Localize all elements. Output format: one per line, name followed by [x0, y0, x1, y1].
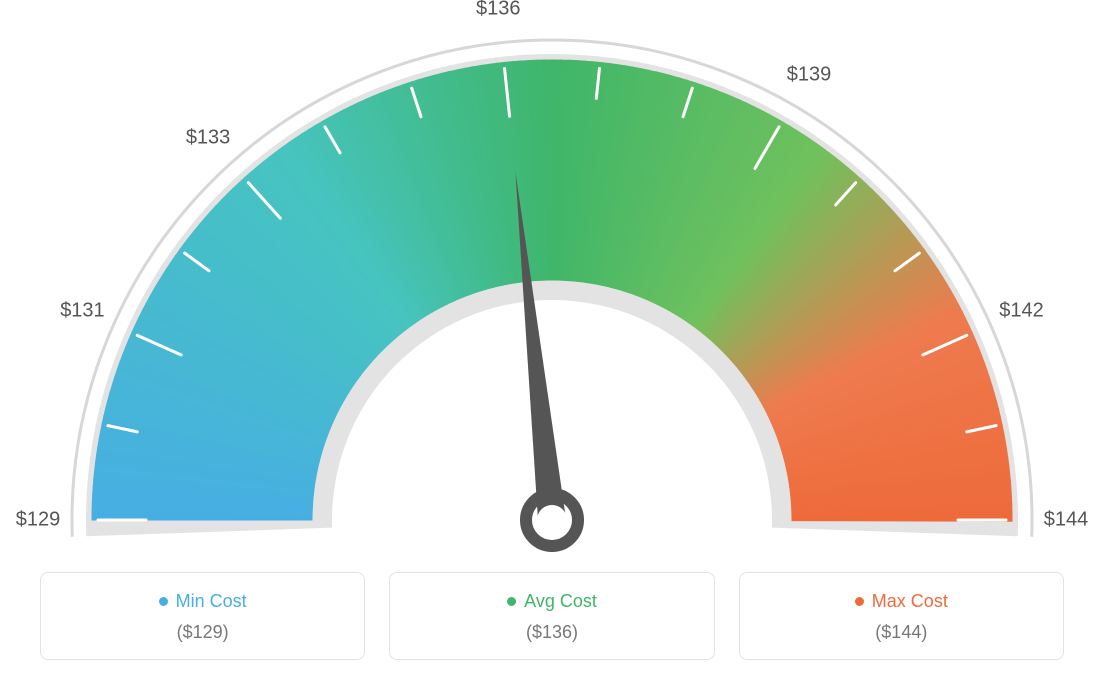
legend-min-label: Min Cost	[176, 591, 247, 612]
legend-row: Min Cost ($129) Avg Cost ($136) Max Cost…	[40, 572, 1064, 660]
dot-icon	[855, 597, 864, 606]
legend-max-value: ($144)	[750, 622, 1053, 643]
gauge-svg	[0, 0, 1104, 560]
legend-avg-label: Avg Cost	[524, 591, 597, 612]
legend-min-value: ($129)	[51, 622, 354, 643]
gauge-tick-label: $136	[476, 0, 521, 20]
gauge-tick-label: $144	[1044, 509, 1089, 532]
legend-min-header: Min Cost	[159, 591, 247, 612]
legend-card-min: Min Cost ($129)	[40, 572, 365, 660]
legend-card-max: Max Cost ($144)	[739, 572, 1064, 660]
gauge-tick-label: $133	[186, 127, 231, 150]
legend-avg-value: ($136)	[400, 622, 703, 643]
gauge-tick-label: $139	[787, 63, 832, 86]
legend-card-avg: Avg Cost ($136)	[389, 572, 714, 660]
legend-max-label: Max Cost	[872, 591, 948, 612]
gauge-tick-label: $142	[999, 299, 1044, 322]
gauge-tick-label: $129	[16, 509, 61, 532]
dot-icon	[507, 597, 516, 606]
gauge: $129 $131 $133 $136 $139 $142 $144	[0, 0, 1104, 560]
gauge-tick-label: $131	[60, 299, 105, 322]
legend-max-header: Max Cost	[855, 591, 948, 612]
chart-container: $129 $131 $133 $136 $139 $142 $144 Min Cost ($…	[0, 0, 1104, 690]
dot-icon	[159, 597, 168, 606]
legend-avg-header: Avg Cost	[507, 591, 597, 612]
